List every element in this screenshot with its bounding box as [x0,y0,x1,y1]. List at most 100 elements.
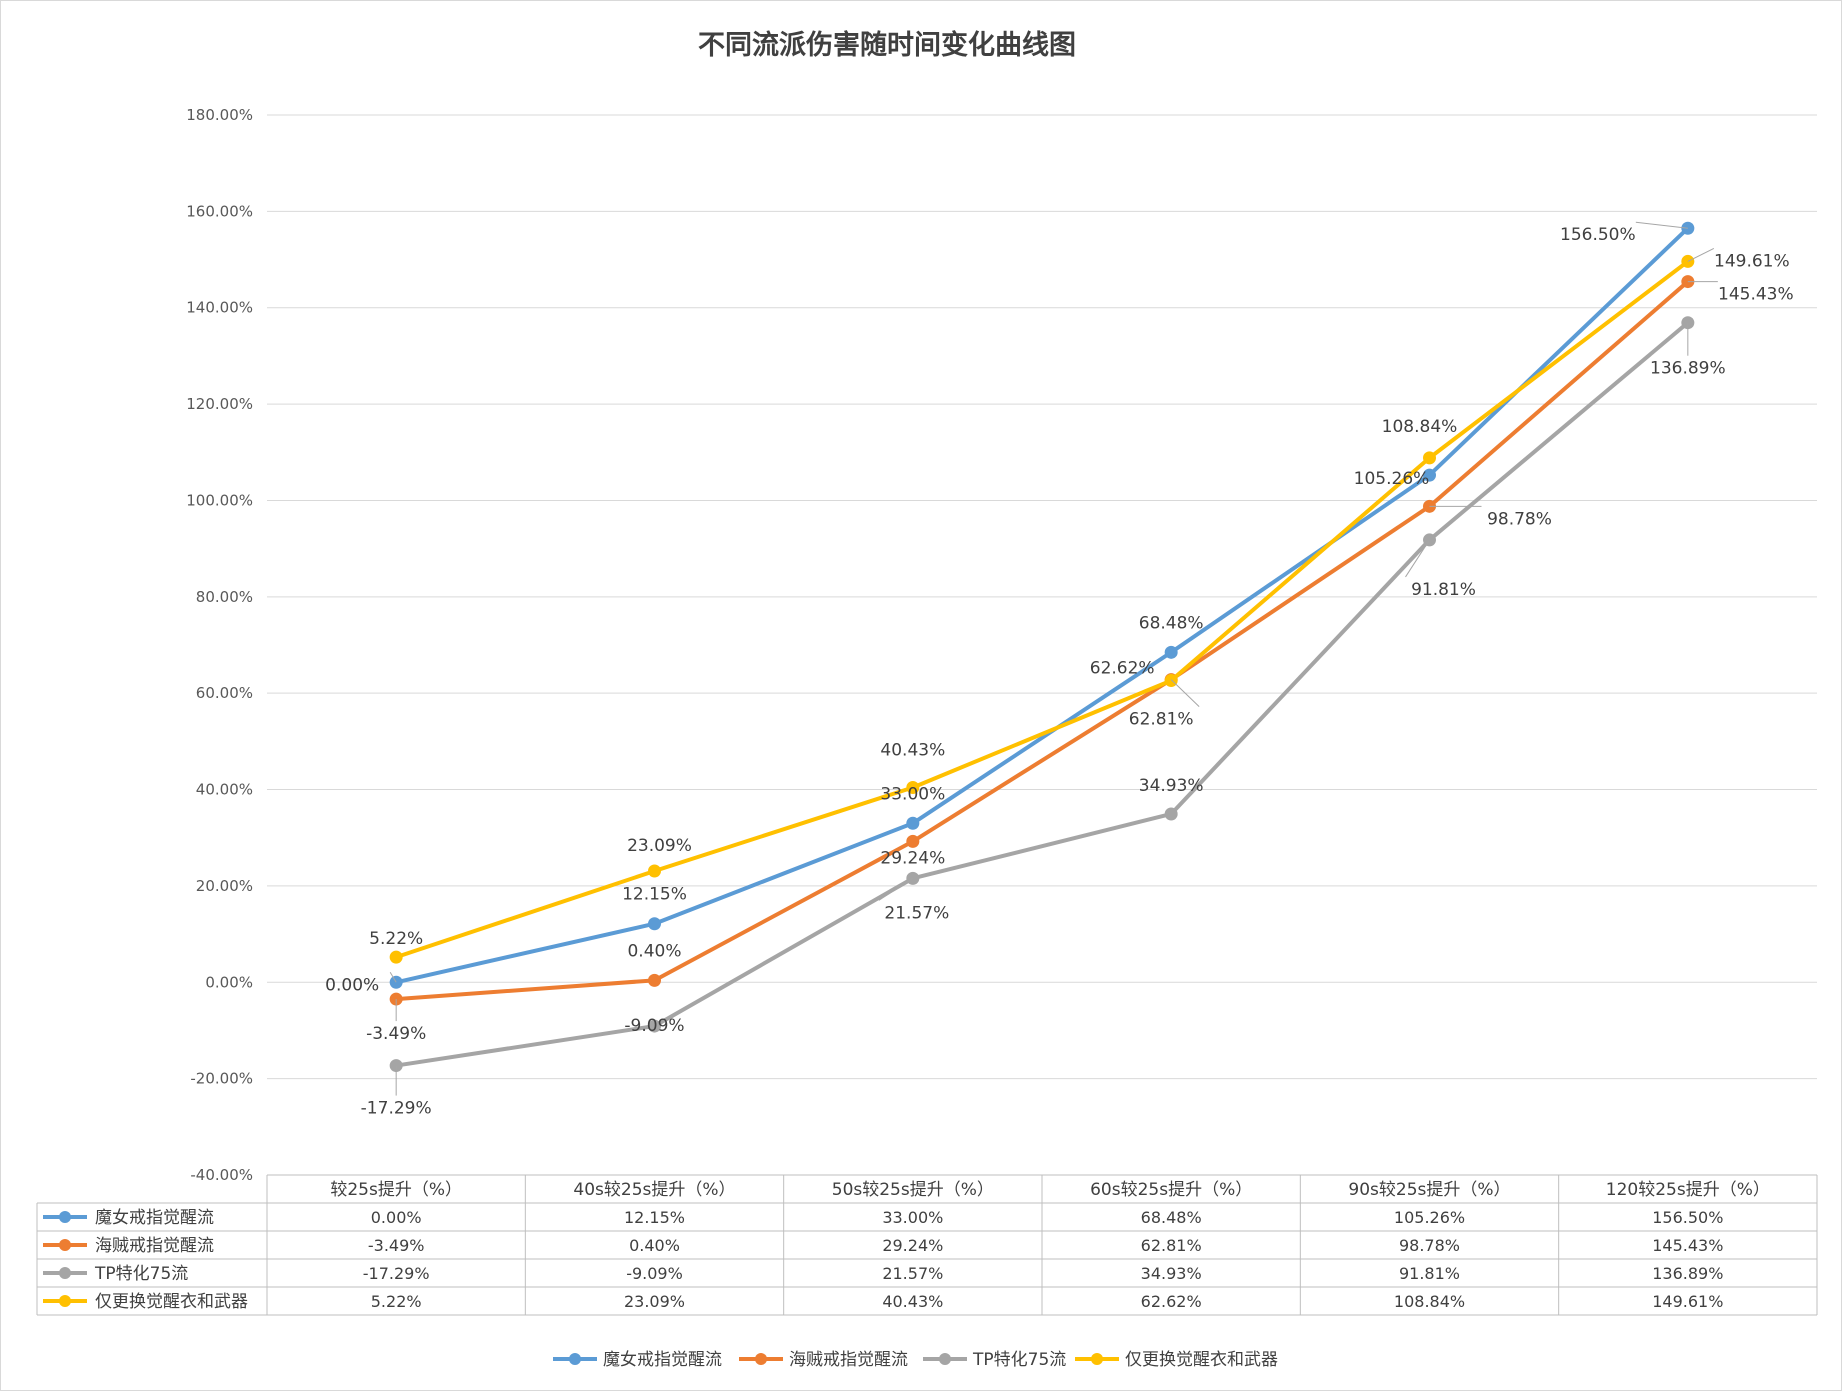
table-series-name: 魔女戒指觉醒流 [95,1208,214,1228]
leader-line [1635,221,1688,229]
table-cell: -17.29% [363,1264,430,1283]
table-cell: -9.09% [626,1264,683,1283]
legend-marker [1091,1353,1103,1365]
data-label: 23.09% [627,836,692,856]
data-label: 0.40% [627,941,681,961]
table-series-name: 海贼戒指觉醒流 [95,1236,214,1256]
table-legend-marker [59,1211,71,1223]
data-point [1164,674,1178,688]
data-point [648,917,661,931]
data-label: 12.15% [622,885,687,905]
y-tick-label: 160.00% [186,202,253,220]
table-cell: 149.61% [1652,1292,1723,1311]
table-legend-marker [59,1267,71,1279]
grid-lines [267,114,1817,1080]
data-label: 62.62% [1090,659,1155,679]
legend-marker [755,1353,767,1365]
y-tick-label: 120.00% [186,395,253,413]
leader-line [1405,539,1430,578]
table-cell: 0.40% [629,1236,680,1255]
data-label: 40.43% [880,740,945,760]
data-label: 108.84% [1382,417,1458,437]
data-table: 较25s提升（%） 40s较25s提升（%） 50s较25s提升（%） 60s较25s… [36,1174,1818,1316]
y-tick-label: -20.00% [190,1070,253,1088]
y-tick-label: 0.00% [205,973,253,991]
data-label: 68.48% [1139,613,1204,633]
x-category-label: 50s较25s提升（%） [832,1180,994,1200]
data-point [648,973,661,987]
table-cell: -3.49% [368,1236,425,1255]
data-label: 5.22% [369,929,423,949]
table-cell: 40.43% [882,1292,943,1311]
table-cell: 62.62% [1141,1292,1202,1311]
data-point [648,864,661,878]
table-cell: 91.81% [1399,1264,1460,1283]
leader-line [1687,247,1715,262]
chart-title: 不同流派伤害随时间变化曲线图 [698,29,1076,61]
x-category-label: 120较25s提升（%） [1606,1180,1770,1200]
y-tick-label: -40.00% [190,1166,253,1184]
y-tick-label: 100.00% [186,491,253,509]
data-point [1164,645,1178,659]
data-label: -9.09% [624,1016,684,1036]
data-label: -17.29% [361,1099,432,1119]
table-cell: 23.09% [624,1292,685,1311]
table-cell: 33.00% [882,1208,943,1227]
table-cell: 5.22% [371,1292,422,1311]
data-point [906,816,920,830]
table-cell: 105.26% [1394,1208,1465,1227]
legend-label: 海贼戒指觉醒流 [789,1350,908,1370]
y-tick-label: 180.00% [186,106,253,124]
y-tick-label: 40.00% [196,781,253,799]
y-axis-ticks: -40.00% -20.00% 0.00% 20.00% 40.00% 60.00% 80.… [186,106,253,1184]
data-point [1423,468,1436,482]
leader-line [389,972,397,983]
data-label: 145.43% [1718,285,1794,305]
table-cell: 98.78% [1399,1236,1460,1255]
data-labels: 0.00% 12.15% 33.00% 68.48% 105.26% 156.50% -3.… [325,221,1794,1119]
legend-marker [939,1353,951,1365]
legend-label: TP特化75流 [972,1350,1066,1370]
table-cell: 29.24% [882,1236,943,1255]
legend: 魔女戒指觉醒流 海贼戒指觉醒流 TP特化75流 仅更换觉醒衣和武器 [553,1350,1278,1370]
data-point [1164,807,1178,821]
x-category-label: 较25s提升（%） [330,1180,462,1200]
data-label: 149.61% [1714,251,1790,271]
table-cell: 12.15% [624,1208,685,1227]
x-category-label: 40s较25s提升（%） [573,1180,735,1200]
table-cell: 0.00% [371,1208,422,1227]
data-point [906,780,920,794]
legend-label: 魔女戒指觉醒流 [603,1350,722,1370]
y-tick-label: 60.00% [196,684,253,702]
data-point [389,950,403,964]
leader-line [878,877,914,901]
table-cell: 156.50% [1652,1208,1723,1227]
y-tick-label: 140.00% [186,299,253,317]
data-point [906,834,920,848]
data-label: 91.81% [1411,580,1476,600]
data-point [1423,451,1436,465]
table-cell: 62.81% [1141,1236,1202,1255]
legend-label: 仅更换觉醒衣和武器 [1125,1350,1278,1370]
data-label: 0.00% [325,975,379,995]
series-line [395,226,1690,985]
table-cell: 34.93% [1141,1264,1202,1283]
table-legend-marker [59,1239,71,1251]
data-label: 98.78% [1487,509,1552,529]
y-tick-label: 80.00% [196,588,253,606]
series-line [395,321,1690,1068]
table-series-name: TP特化75流 [94,1264,188,1284]
data-label: 33.00% [880,784,945,804]
data-label: 34.93% [1139,776,1204,796]
table-cell: 21.57% [882,1264,943,1283]
series-line [396,280,1690,1002]
data-label: 21.57% [884,903,949,923]
table-cell: 145.43% [1652,1236,1723,1255]
data-point [648,1019,661,1033]
x-category-label: 60s较25s提升（%） [1090,1180,1252,1200]
leader-line [1170,679,1200,708]
data-label: 62.81% [1129,710,1194,730]
table-cell: 136.89% [1652,1264,1723,1283]
data-label: 29.24% [880,848,945,868]
